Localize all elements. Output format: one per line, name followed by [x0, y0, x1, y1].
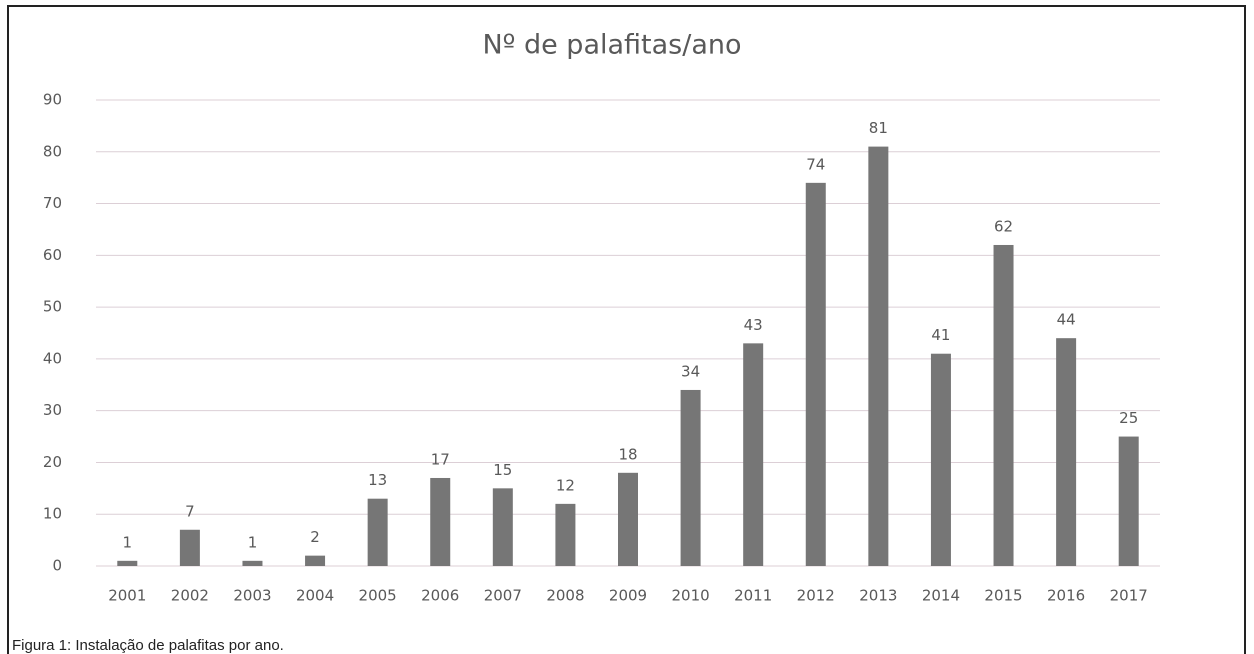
bar	[179, 529, 200, 566]
x-tick-label: 2007	[484, 587, 522, 605]
x-tick-label: 2015	[984, 587, 1022, 605]
x-tick-label: 2001	[108, 587, 146, 605]
data-label: 17	[431, 450, 450, 468]
data-label: 2	[310, 528, 320, 546]
bar	[492, 488, 513, 566]
bar	[430, 477, 451, 566]
bar	[367, 498, 388, 566]
x-tick-label: 2006	[421, 587, 459, 605]
bar	[1118, 436, 1139, 566]
data-label: 62	[994, 217, 1013, 235]
y-tick-label: 70	[43, 194, 62, 212]
y-tick-label: 50	[43, 298, 62, 316]
data-label: 18	[618, 445, 637, 463]
bar	[305, 555, 326, 566]
x-tick-label: 2008	[546, 587, 584, 605]
data-label: 1	[123, 533, 133, 551]
bar	[805, 182, 826, 566]
bar	[993, 244, 1014, 566]
bar	[117, 560, 138, 566]
y-tick-label: 60	[43, 246, 62, 264]
y-tick-label: 90	[43, 91, 62, 109]
x-tick-label: 2016	[1047, 587, 1085, 605]
x-tick-label: 2004	[296, 587, 334, 605]
data-label: 34	[681, 362, 700, 380]
x-tick-label: 2017	[1110, 587, 1148, 605]
bar	[868, 146, 889, 566]
data-label: 7	[185, 502, 195, 520]
bar	[242, 560, 263, 566]
x-tick-label: 2014	[922, 587, 960, 605]
bar	[555, 503, 576, 566]
data-label: 44	[1057, 311, 1076, 329]
x-tick-label: 2010	[671, 587, 709, 605]
bar	[743, 343, 764, 566]
caption: Figura 1: Instalação de palafitas por an…	[12, 637, 284, 654]
x-tick-label: 2009	[609, 587, 647, 605]
y-tick-label: 0	[52, 557, 62, 575]
chart-title: Nº de palafitas/ano	[482, 30, 741, 61]
data-label: 25	[1119, 409, 1138, 427]
data-label: 81	[869, 119, 888, 137]
x-tick-label: 2003	[233, 587, 271, 605]
data-label: 74	[806, 155, 825, 173]
x-tick-label: 2011	[734, 587, 772, 605]
bar	[1056, 338, 1077, 566]
data-label: 43	[744, 316, 763, 334]
y-tick-label: 30	[43, 401, 62, 419]
y-tick-label: 40	[43, 349, 62, 367]
x-tick-label: 2013	[859, 587, 897, 605]
y-tick-label: 10	[43, 505, 62, 523]
bar	[930, 353, 951, 566]
bar	[680, 389, 701, 566]
data-label: 1	[248, 533, 258, 551]
x-tick-label: 2002	[171, 587, 209, 605]
data-label: 13	[368, 471, 387, 489]
frame	[7, 5, 1246, 654]
data-label: 15	[493, 461, 512, 479]
y-tick-label: 80	[43, 142, 62, 160]
bar	[618, 472, 638, 566]
y-tick-label: 20	[43, 453, 62, 471]
x-tick-label: 2012	[797, 587, 835, 605]
x-tick-label: 2005	[359, 587, 397, 605]
data-label: 12	[556, 476, 575, 494]
data-label: 41	[931, 326, 950, 344]
